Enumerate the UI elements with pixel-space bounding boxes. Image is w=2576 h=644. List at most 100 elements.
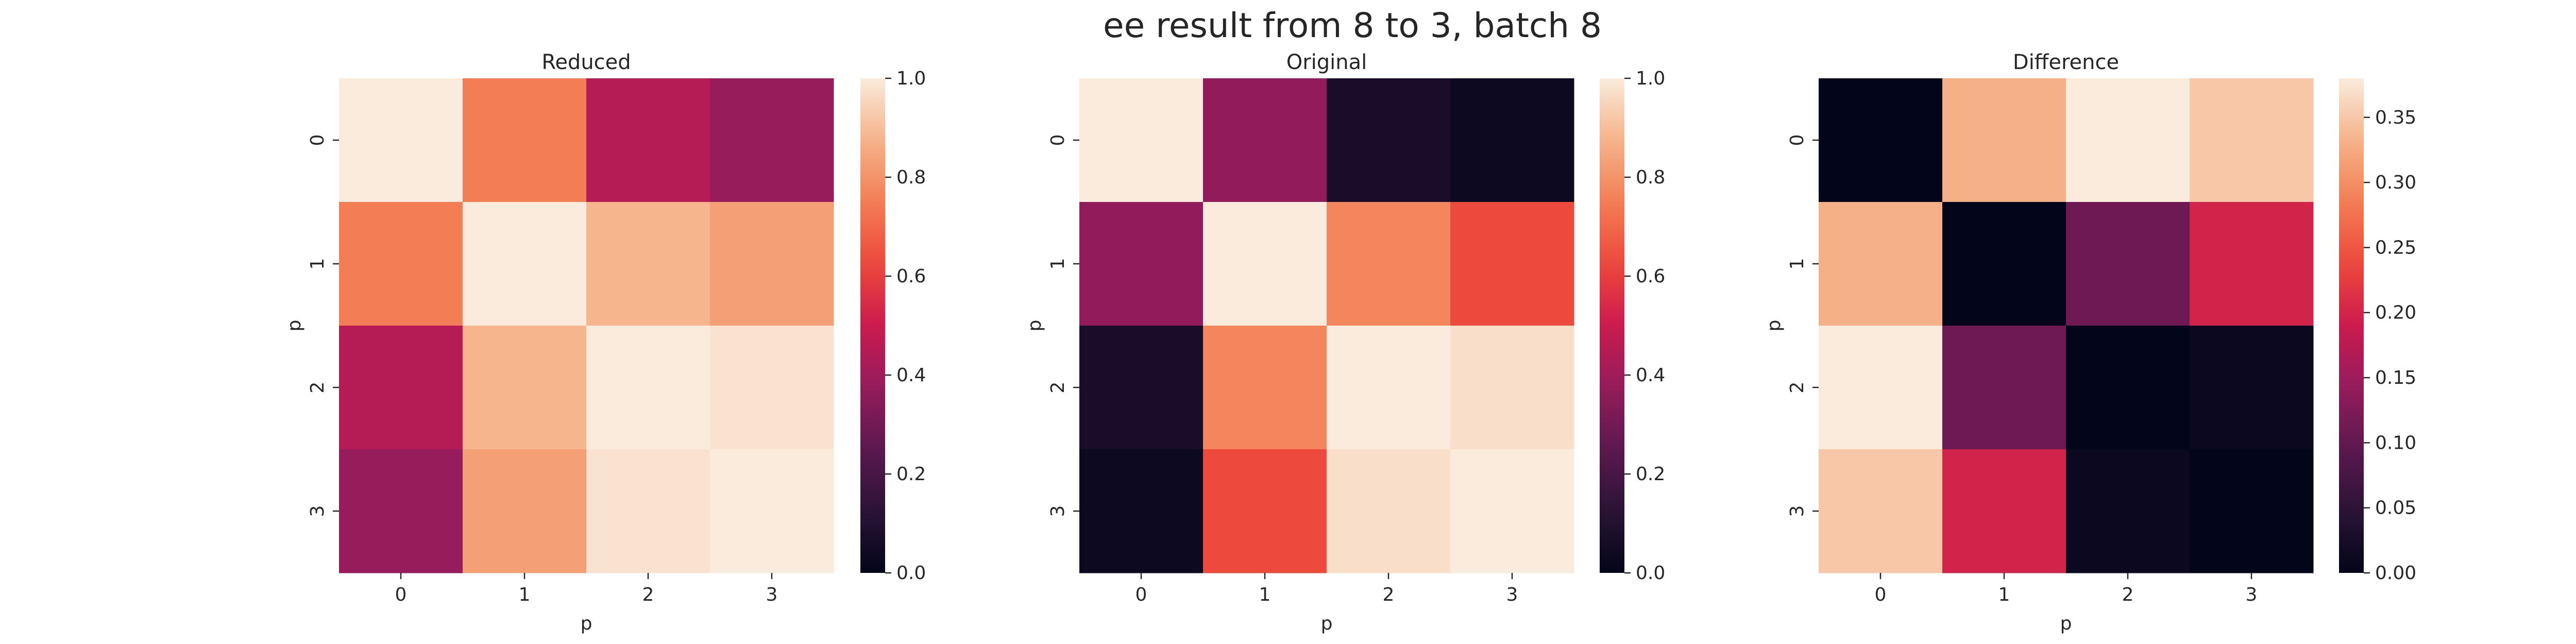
- colorbar: [2339, 78, 2364, 573]
- colorbar-tick-label: 1.0: [1636, 68, 1665, 89]
- heatmap-cell-r1-c1: [1203, 202, 1327, 326]
- heatmap-cell-r2-c3: [1450, 326, 1574, 450]
- y-tick-label: 0: [1787, 134, 1808, 146]
- heatmap-cell-r1-c3: [710, 202, 834, 326]
- colorbar-tick-label: 0.8: [1636, 167, 1665, 188]
- x-tick-label: 0: [1136, 584, 1147, 605]
- colorbar-tick-label: 1.0: [896, 68, 926, 89]
- heatmap-cell-r2-c2: [1327, 326, 1451, 450]
- y-axis-label: p: [1024, 320, 1045, 332]
- colorbar-tick-label: 0.8: [896, 167, 926, 188]
- heatmap-cell-r0-c0: [339, 78, 463, 202]
- heatmap-cell-r0-c0: [1819, 78, 1943, 202]
- colorbar-tick-label: 0.25: [2375, 237, 2416, 258]
- heatmap-cell-r3-c1: [1203, 449, 1327, 573]
- heatmap-cell-r0-c3: [2190, 78, 2314, 202]
- heatmap-cell-r0-c1: [463, 78, 587, 202]
- heatmap-cell-r1-c3: [2190, 202, 2314, 326]
- y-axis-label: p: [284, 320, 305, 332]
- heatmap-cell-r1-c1: [1942, 202, 2066, 326]
- heatmap-cell-r2-c0: [1079, 326, 1204, 450]
- y-axis-label: p: [1764, 320, 1785, 332]
- x-tick-label: 0: [1875, 584, 1887, 605]
- heatmap-cell-r1-c2: [2066, 202, 2190, 326]
- heatmap-cell-r2-c1: [1203, 326, 1327, 450]
- heatmap-cell-r0-c2: [2066, 78, 2190, 202]
- heatmap-cell-r1-c2: [586, 202, 710, 326]
- heatmap-cell-r0-c3: [1450, 78, 1574, 202]
- heatmap-cell-r2-c3: [2190, 326, 2314, 450]
- heatmap-cell-r2-c2: [2066, 326, 2190, 450]
- heatmap-cell-r3-c3: [1450, 449, 1574, 573]
- colorbar-tick-label: 0.4: [896, 365, 926, 386]
- x-tick-label: 2: [2122, 584, 2134, 605]
- x-tick-label: 2: [1383, 584, 1395, 605]
- x-tick-label: 3: [766, 584, 778, 605]
- y-tick-label: 3: [1047, 505, 1069, 517]
- subplot-difference: Difference 0 1 2 3 p 0 1 2 3 p 0.00 0.05 0.10 0.15 0.20…: [1764, 50, 2416, 634]
- y-tick-label: 1: [307, 258, 328, 270]
- colorbar: [1600, 78, 1624, 573]
- heatmap-cell-r3-c0: [339, 449, 463, 573]
- heatmap-cell-r1-c0: [1819, 202, 1943, 326]
- subplot-title: Reduced: [541, 50, 631, 74]
- y-tick-label: 0: [307, 134, 328, 146]
- x-axis-label: p: [1321, 613, 1333, 634]
- heatmap-cell-r3-c3: [2190, 449, 2314, 573]
- colorbar-tick-label: 0.05: [2375, 498, 2416, 519]
- figure-suptitle: ee result from 8 to 3, batch 8: [1103, 6, 1602, 45]
- heatmap-cell-r0-c1: [1942, 78, 2066, 202]
- x-axis-label: p: [2060, 613, 2072, 634]
- y-tick-label: 2: [1047, 382, 1069, 394]
- heatmap-cell-r3-c2: [2066, 449, 2190, 573]
- colorbar-tick-label: 0.6: [1636, 266, 1665, 287]
- heatmap-cell-r3-c0: [1819, 449, 1943, 573]
- subplot-reduced: Reduced 0 1 2 3 p 0 1 2 3 p 0.0 0.2 0.4 0.6 0.8 1.0: [284, 50, 926, 634]
- x-axis-label: p: [581, 613, 592, 634]
- x-tick-label: 1: [519, 584, 531, 605]
- heatmap-cell-r1-c0: [1079, 202, 1204, 326]
- subplot-title: Difference: [2013, 50, 2119, 74]
- heatmap-cell-r3-c2: [1327, 449, 1451, 573]
- y-tick-label: 0: [1047, 134, 1069, 146]
- heatmap-cell-r1-c1: [463, 202, 587, 326]
- y-tick-label: 3: [1787, 505, 1808, 517]
- colorbar-tick-label: 0.35: [2375, 107, 2416, 128]
- colorbar: [860, 78, 885, 573]
- x-tick-label: 1: [1259, 584, 1271, 605]
- y-tick-label: 2: [1787, 382, 1808, 394]
- heatmap-cell-r1-c0: [339, 202, 463, 326]
- heatmap-cell-r3-c1: [1942, 449, 2066, 573]
- colorbar-tick-label: 0.2: [896, 464, 926, 485]
- heatmap-cell-r0-c1: [1203, 78, 1327, 202]
- y-tick-label: 1: [1047, 258, 1069, 270]
- heatmap-cell-r2-c3: [710, 326, 834, 450]
- heatmap-cell-r2-c1: [463, 326, 587, 450]
- heatmap-cell-r2-c1: [1942, 326, 2066, 450]
- x-tick-label: 3: [2246, 584, 2258, 605]
- colorbar-tick-label: 0.15: [2375, 367, 2416, 388]
- colorbar-tick-label: 0.20: [2375, 302, 2416, 324]
- colorbar-tick-label: 0.0: [1636, 563, 1665, 584]
- heatmap-cell-r0-c2: [1327, 78, 1451, 202]
- x-tick-label: 3: [1506, 584, 1518, 605]
- heatmap-cell-r1-c2: [1327, 202, 1451, 326]
- heatmap-cell-r3-c0: [1079, 449, 1204, 573]
- heatmap-cell-r2-c0: [1819, 326, 1943, 450]
- heatmap-cell-r2-c0: [339, 326, 463, 450]
- y-tick-label: 2: [307, 382, 328, 394]
- heatmap-cell-r0-c0: [1079, 78, 1204, 202]
- heatmap-cell-r3-c2: [586, 449, 710, 573]
- colorbar-tick-label: 0.30: [2375, 172, 2416, 193]
- y-tick-label: 1: [1787, 258, 1808, 270]
- colorbar-tick-label: 0.2: [1636, 464, 1665, 485]
- subplot-original: Original 0 1 2 3 p 0 1 2 3 p 0.0 0.2 0.4 0.6 0.8 1.0: [1024, 50, 1665, 634]
- x-tick-label: 2: [642, 584, 654, 605]
- heatmap-cell-r3-c3: [710, 449, 834, 573]
- colorbar-tick-label: 0.6: [896, 266, 926, 287]
- subplot-title: Original: [1286, 50, 1367, 74]
- y-tick-label: 3: [307, 505, 328, 517]
- colorbar-tick-label: 0.00: [2375, 563, 2416, 584]
- x-tick-label: 1: [1998, 584, 2010, 605]
